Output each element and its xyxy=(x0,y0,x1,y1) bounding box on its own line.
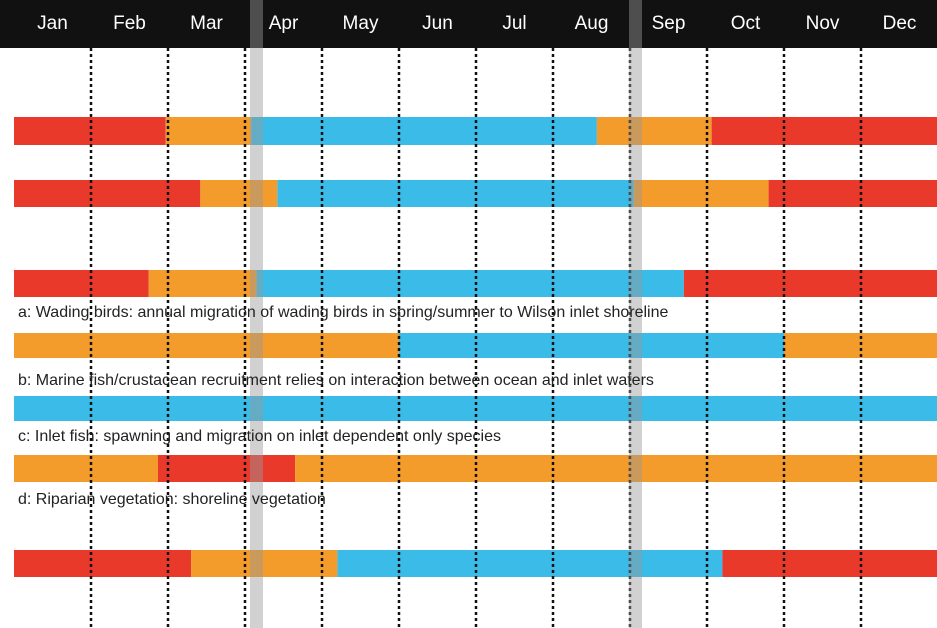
season-segment xyxy=(14,333,399,358)
season-segment xyxy=(14,550,192,577)
month-label: Jul xyxy=(502,13,526,34)
season-segment xyxy=(277,180,634,207)
month-label: Jan xyxy=(37,13,68,34)
labels: Jan Feb Mar Apr May Jun Jul Aug Sep Oct Nov Dec a: W… xyxy=(18,13,917,508)
season-segment xyxy=(251,117,597,145)
month-label: Feb xyxy=(113,13,146,34)
month-label: Nov xyxy=(806,13,840,34)
season-segment xyxy=(165,117,252,145)
season-segment xyxy=(14,455,158,482)
season-segment xyxy=(768,180,937,207)
month-dividers xyxy=(89,48,863,628)
month-label: Aug xyxy=(575,13,609,34)
season-segment xyxy=(596,117,712,145)
month-label: Jun xyxy=(422,13,453,34)
season-segment xyxy=(256,270,684,297)
left-margin xyxy=(0,48,12,628)
month-label: Mar xyxy=(190,13,223,34)
season-segment xyxy=(200,180,278,207)
season-segment xyxy=(711,117,937,145)
season-segment xyxy=(14,270,149,297)
row-caption: d: Riparian vegetation: shoreline vegeta… xyxy=(18,491,326,508)
row-caption: a: Wading birds: annual migration of wad… xyxy=(18,304,668,321)
month-label: Apr xyxy=(269,13,299,34)
month-label: Dec xyxy=(883,13,917,34)
row-caption: b: Marine fish/crustacean recruitment re… xyxy=(18,372,654,389)
month-label: Sep xyxy=(652,13,686,34)
season-segment xyxy=(295,455,937,482)
season-segment xyxy=(157,455,296,482)
month-label: Oct xyxy=(731,13,761,34)
header-bar xyxy=(0,0,937,48)
marker-band xyxy=(629,0,642,628)
segments xyxy=(14,117,937,577)
season-segment xyxy=(337,550,723,577)
season-segment xyxy=(148,270,257,297)
month-label: May xyxy=(343,13,379,34)
row-caption: c: Inlet fish: spawning and migration on… xyxy=(18,428,501,445)
season-segment xyxy=(191,550,338,577)
season-segment xyxy=(633,180,769,207)
season-segment xyxy=(14,180,201,207)
marker-band xyxy=(250,0,263,628)
season-segment xyxy=(722,550,937,577)
season-segment xyxy=(399,333,784,358)
season-segment xyxy=(683,270,937,297)
